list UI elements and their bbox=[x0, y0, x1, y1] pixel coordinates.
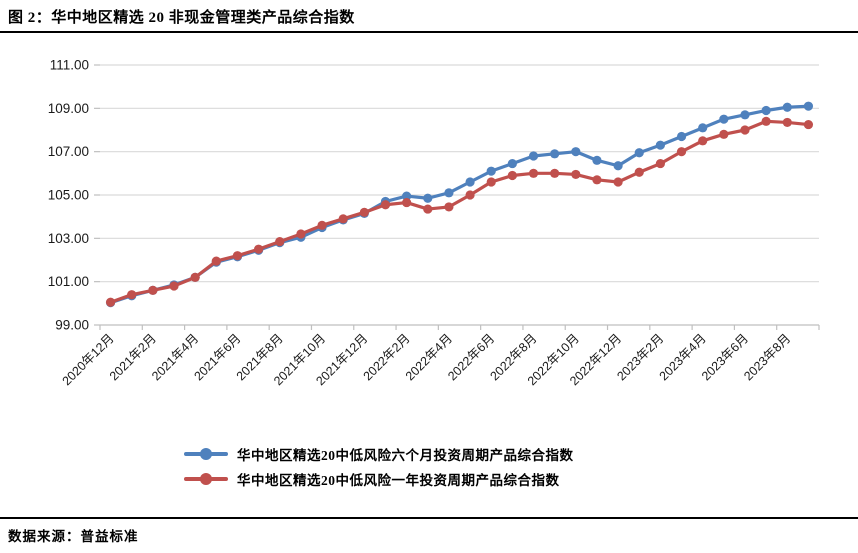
data-point-marker bbox=[592, 175, 602, 185]
data-point-marker bbox=[571, 169, 581, 180]
data-point-marker bbox=[761, 116, 771, 126]
y-axis-label: 99.00 bbox=[55, 318, 89, 333]
data-point-marker bbox=[169, 281, 179, 291]
y-axis-label: 103.00 bbox=[48, 231, 89, 246]
data-point-marker bbox=[507, 158, 517, 169]
data-point-marker bbox=[444, 188, 454, 198]
data-point-marker bbox=[528, 151, 539, 161]
data-point-marker bbox=[698, 136, 708, 146]
data-point-marker bbox=[740, 125, 750, 135]
data-point-marker bbox=[655, 158, 665, 169]
legend-item-6m: 华中地区精选20中低风险六个月投资周期产品综合指数 bbox=[184, 444, 674, 464]
page-title: 图 2：华中地区精选 20 非现金管理类产品综合指数 bbox=[0, 0, 858, 33]
data-source-text: 数据来源：普益标准 bbox=[8, 529, 139, 544]
data-point-marker bbox=[634, 148, 644, 158]
data-point-marker bbox=[676, 147, 687, 157]
data-point-marker bbox=[444, 202, 454, 212]
data-point-marker bbox=[803, 101, 814, 111]
data-point-marker bbox=[634, 167, 644, 177]
legend-marker-1y-icon bbox=[184, 473, 228, 485]
data-point-marker bbox=[528, 168, 539, 178]
data-point-marker bbox=[761, 105, 771, 116]
data-point-marker bbox=[423, 193, 433, 203]
data-point-marker bbox=[592, 155, 602, 165]
data-point-marker bbox=[402, 191, 412, 201]
data-point-marker bbox=[211, 256, 221, 266]
data-point-marker bbox=[613, 161, 623, 171]
data-point-marker bbox=[486, 177, 496, 187]
data-point-marker bbox=[423, 204, 433, 214]
data-point-marker bbox=[148, 285, 158, 295]
legend-item-1y: 华中地区精选20中低风险一年投资周期产品综合指数 bbox=[184, 469, 674, 489]
data-point-marker bbox=[613, 177, 623, 187]
data-point-marker bbox=[127, 290, 137, 300]
data-point-marker bbox=[275, 236, 285, 247]
data-point-marker bbox=[719, 114, 729, 124]
data-point-marker bbox=[719, 129, 729, 139]
chart-canvas: 99.00 101.00 103.00 105.00 107.00 109.00 111.0… bbox=[48, 58, 820, 388]
legend-label-1y: 华中地区精选20中低风险一年投资周期产品综合指数 bbox=[237, 473, 560, 488]
data-point-marker bbox=[380, 200, 391, 210]
data-point-marker bbox=[317, 220, 327, 230]
legend-marker-6m-icon bbox=[184, 448, 228, 460]
data-point-marker bbox=[698, 123, 708, 133]
data-point-marker bbox=[465, 177, 475, 187]
data-point-marker bbox=[486, 166, 496, 176]
data-point-marker bbox=[359, 207, 369, 217]
data-point-marker bbox=[803, 119, 814, 130]
figure-title-text: 图 2：华中地区精选 20 非现金管理类产品综合指数 bbox=[8, 10, 355, 26]
y-axis-label: 105.00 bbox=[48, 188, 89, 203]
y-axis-label: 111.00 bbox=[50, 58, 89, 73]
chart-legend: 华中地区精选20中低风险六个月投资周期产品综合指数 华中地区精选20中低风险一年… bbox=[0, 444, 858, 489]
data-point-marker bbox=[782, 117, 792, 128]
series-line-6m bbox=[108, 104, 811, 305]
y-axis-label: 109.00 bbox=[48, 101, 89, 116]
data-point-marker bbox=[254, 244, 264, 254]
data-point-marker bbox=[740, 110, 750, 120]
data-point-marker bbox=[507, 170, 517, 181]
data-source-bar: 数据来源：普益标准 bbox=[0, 517, 858, 553]
series-line-1y bbox=[108, 119, 811, 304]
data-point-marker bbox=[782, 102, 792, 112]
data-point-marker bbox=[105, 297, 116, 307]
x-axis-label: 2023年8月 bbox=[741, 331, 793, 383]
data-point-marker bbox=[338, 214, 348, 224]
chart-area: 99.00 101.00 103.00 105.00 107.00 109.00 111.0… bbox=[0, 33, 858, 438]
data-point-marker bbox=[676, 131, 687, 142]
data-point-marker bbox=[232, 251, 243, 261]
data-point-marker bbox=[296, 229, 306, 239]
y-axis-label: 107.00 bbox=[48, 144, 89, 159]
data-point-marker bbox=[571, 147, 581, 157]
y-axis-label: 101.00 bbox=[48, 274, 89, 289]
x-axis-label: 2020年12月 bbox=[60, 331, 117, 388]
data-point-marker bbox=[465, 190, 475, 200]
data-point-marker bbox=[550, 149, 560, 159]
data-point-marker bbox=[402, 197, 412, 208]
data-point-marker bbox=[655, 140, 665, 150]
data-point-marker bbox=[190, 272, 200, 282]
data-point-marker bbox=[550, 168, 560, 178]
legend-label-6m: 华中地区精选20中低风险六个月投资周期产品综合指数 bbox=[237, 448, 574, 463]
